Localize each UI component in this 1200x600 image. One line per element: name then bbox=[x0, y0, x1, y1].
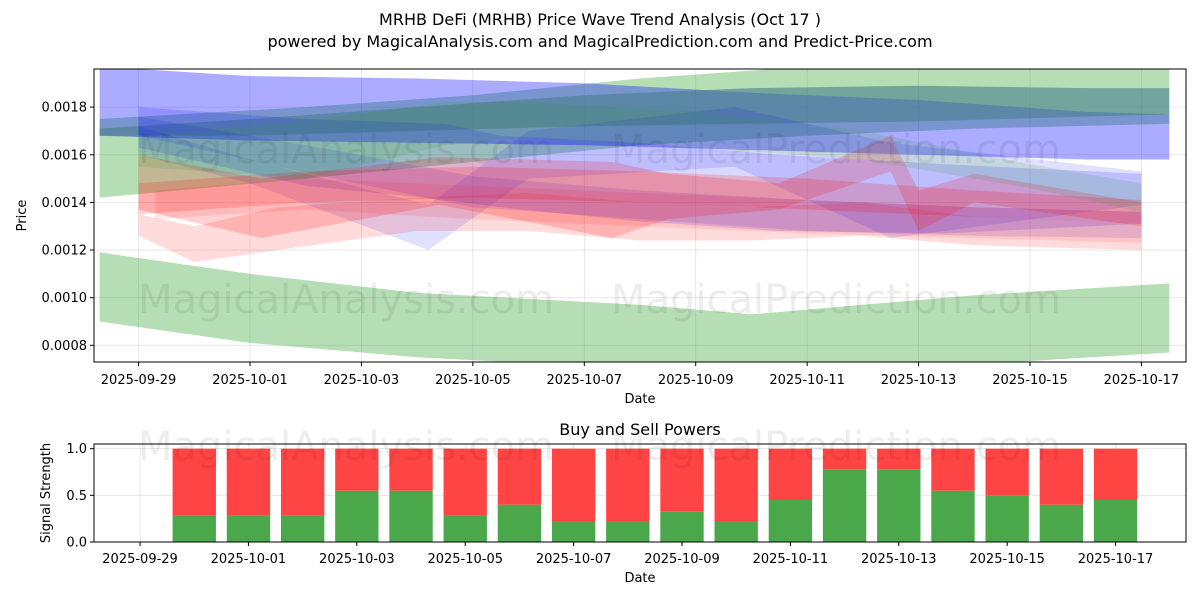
price-band-red-7 bbox=[138, 135, 1142, 239]
top-y-tick-label: 0.0010 bbox=[42, 291, 88, 306]
buy-bar bbox=[985, 495, 1029, 542]
bottom-x-tick-label: 2025-10-11 bbox=[753, 552, 829, 567]
sell-bar bbox=[768, 448, 813, 500]
bottom-y-tick-label: 0.5 bbox=[66, 489, 87, 504]
price-band-teal-3 bbox=[99, 85, 1170, 136]
bands-group bbox=[99, 69, 1170, 362]
sell-bar bbox=[877, 448, 921, 470]
price-band-red-9 bbox=[138, 166, 1142, 224]
sell-bar bbox=[551, 448, 596, 522]
bottom-plot-frame bbox=[93, 443, 1187, 543]
top-plot-frame bbox=[93, 68, 1187, 363]
bottom-y-axis-label: Signal Strength bbox=[39, 443, 54, 543]
bottom-y-tick-label: 0.0 bbox=[66, 536, 87, 551]
sell-bar bbox=[1093, 448, 1138, 500]
sell-bar bbox=[280, 448, 325, 516]
bottom-x-tick-label: 2025-10-13 bbox=[861, 552, 937, 567]
watermark-analysis-bottom: MagicalAnalysis.com bbox=[138, 424, 554, 470]
price-wave-panel: 2025-09-29 2025-10-01 2025-10-03 2025-10-05… bbox=[15, 68, 1187, 407]
buy-bar bbox=[497, 504, 542, 542]
buy-bar bbox=[714, 521, 758, 542]
sell-bar bbox=[660, 448, 704, 512]
sell-bar bbox=[389, 448, 433, 491]
top-y-tick-label: 0.0018 bbox=[42, 101, 88, 116]
price-band-blue-5 bbox=[138, 107, 1142, 250]
buy-bar bbox=[822, 469, 867, 542]
top-x-tick-label: 2025-10-09 bbox=[658, 373, 734, 388]
watermark-prediction-top: MagicalPrediction.com bbox=[611, 127, 1061, 173]
price-band-green-10 bbox=[138, 102, 1142, 212]
bottom-x-tick-label: 2025-10-01 bbox=[211, 552, 287, 567]
bottom-x-tick-label: 2025-10-09 bbox=[644, 552, 720, 567]
bottom-panel-title: Buy and Sell Powers bbox=[559, 420, 721, 439]
top-x-tick-label: 2025-10-05 bbox=[435, 373, 511, 388]
chart-title: MRHB DeFi (MRHB) Price Wave Trend Analys… bbox=[379, 10, 821, 29]
sell-bar bbox=[606, 448, 650, 522]
sell-bar bbox=[172, 448, 216, 516]
buy-bar bbox=[335, 490, 379, 542]
buy-bar bbox=[606, 521, 650, 542]
top-x-tick-label: 2025-10-11 bbox=[769, 373, 845, 388]
top-x-tick-label: 2025-10-17 bbox=[1104, 373, 1180, 388]
bottom-x-tick-label: 2025-10-15 bbox=[969, 552, 1045, 567]
top-x-tick-label: 2025-09-29 bbox=[101, 373, 177, 388]
buy-sell-panel: Buy and Sell Powers 2025-09-29 2025-10-01 2… bbox=[39, 420, 1187, 586]
buy-bar bbox=[1039, 504, 1084, 542]
buy-bar bbox=[551, 521, 596, 542]
bottom-x-tick-label: 2025-10-03 bbox=[319, 552, 395, 567]
top-x-tick-label: 2025-10-01 bbox=[212, 373, 288, 388]
top-y-tick-label: 0.0016 bbox=[42, 148, 88, 163]
price-band-red-11 bbox=[155, 178, 1142, 243]
top-x-tick-label: 2025-10-13 bbox=[881, 373, 957, 388]
top-x-tick-label: 2025-10-15 bbox=[992, 373, 1068, 388]
top-x-axis-label: Date bbox=[624, 392, 655, 407]
buy-bar bbox=[443, 515, 487, 542]
watermark-analysis-top: MagicalAnalysis.com bbox=[138, 127, 554, 173]
top-x-tick-label: 2025-10-07 bbox=[547, 373, 623, 388]
sell-bar bbox=[985, 448, 1029, 496]
sell-bar bbox=[931, 448, 975, 491]
sell-bar bbox=[335, 448, 379, 491]
buy-bar bbox=[172, 515, 216, 542]
watermark-analysis-mid: MagicalAnalysis.com bbox=[138, 277, 554, 323]
top-y-tick-label: 0.0012 bbox=[42, 244, 88, 259]
bottom-y-tick-label: 1.0 bbox=[66, 442, 87, 457]
sell-bar bbox=[822, 448, 867, 470]
bottom-x-tick-label: 2025-10-05 bbox=[427, 552, 503, 567]
buy-bar bbox=[768, 500, 813, 542]
watermark-prediction-mid: MagicalPrediction.com bbox=[611, 277, 1061, 323]
top-y-tick-label: 0.0008 bbox=[42, 339, 88, 354]
price-band-red-8 bbox=[138, 192, 1142, 262]
buy-bar bbox=[931, 490, 975, 542]
chart-subtitle: powered by MagicalAnalysis.com and Magic… bbox=[267, 32, 932, 51]
price-band-green-0 bbox=[99, 252, 1170, 362]
bottom-x-tick-label: 2025-10-17 bbox=[1078, 552, 1154, 567]
top-y-tick-label: 0.0014 bbox=[42, 196, 88, 211]
price-band-blue-6 bbox=[138, 116, 1142, 239]
buy-bar bbox=[389, 490, 433, 542]
buy-bar bbox=[877, 469, 921, 542]
sell-bar bbox=[226, 448, 271, 516]
sell-bar bbox=[714, 448, 758, 522]
buy-bar bbox=[1093, 500, 1138, 542]
top-y-axis-label: Price bbox=[15, 200, 30, 232]
buy-bar bbox=[280, 515, 325, 542]
bottom-x-tick-label: 2025-10-07 bbox=[536, 552, 612, 567]
sell-bar bbox=[497, 448, 542, 505]
price-band-blue-4 bbox=[138, 107, 1142, 234]
top-x-tick-label: 2025-10-03 bbox=[324, 373, 400, 388]
buy-bar bbox=[226, 515, 271, 542]
bottom-x-tick-label: 2025-09-29 bbox=[102, 552, 178, 567]
buy-bar bbox=[660, 511, 704, 542]
watermark-prediction-bottom: MagicalPrediction.com bbox=[611, 424, 1061, 470]
sell-bar bbox=[1039, 448, 1084, 505]
bottom-x-axis-label: Date bbox=[624, 571, 655, 586]
sell-bar bbox=[443, 448, 487, 516]
